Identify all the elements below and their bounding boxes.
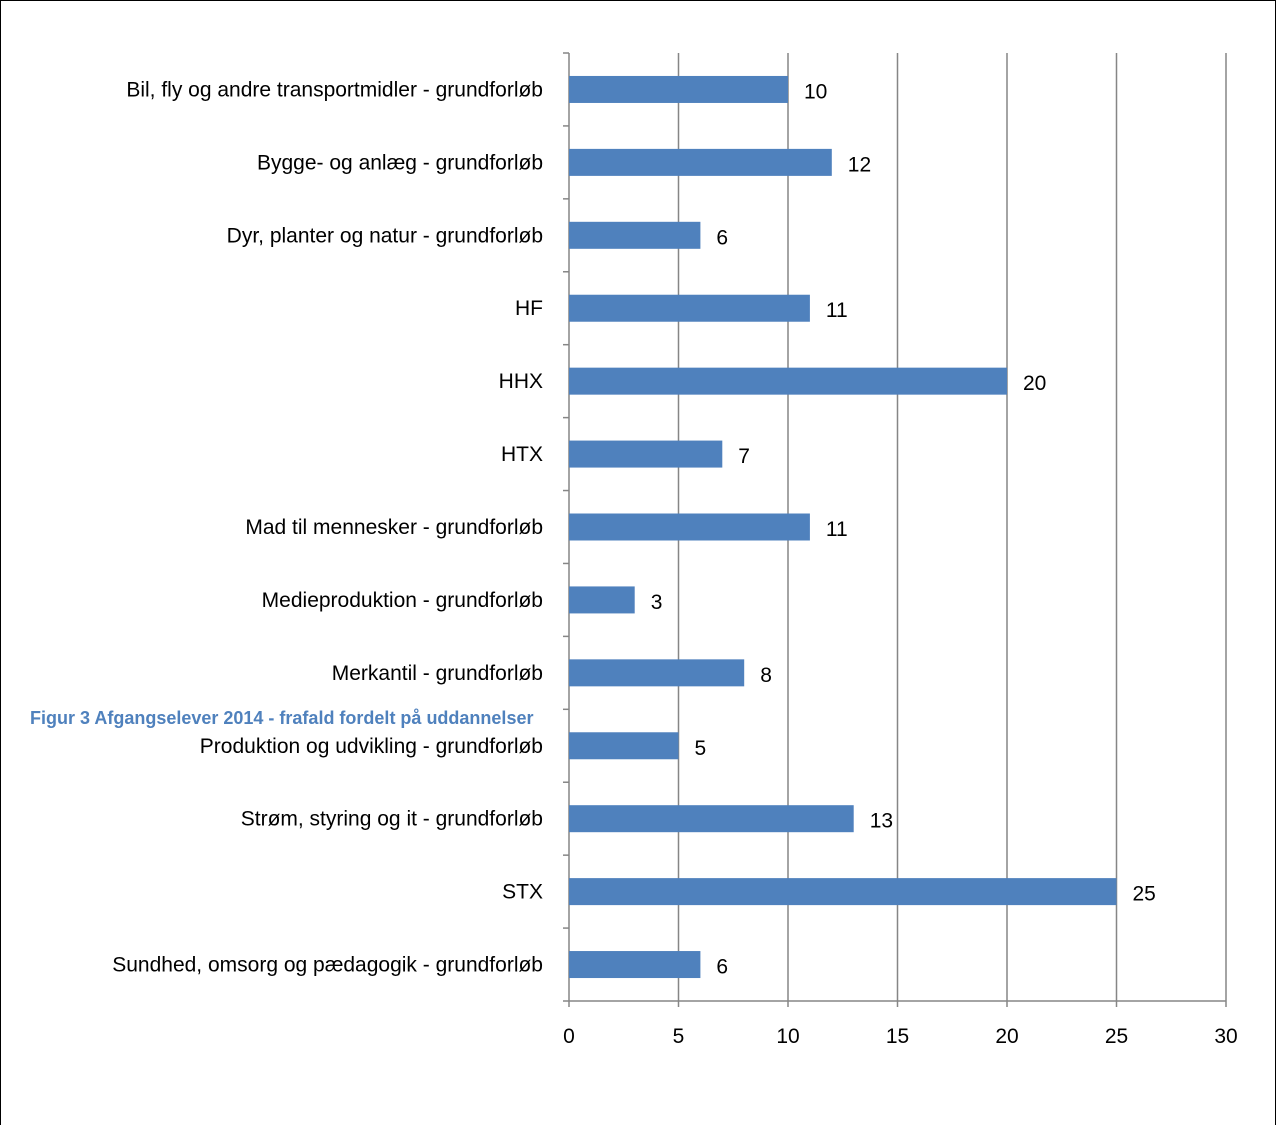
category-label: Bygge- og anlæg - grundforløb	[257, 151, 543, 174]
category-label: HTX	[501, 443, 543, 466]
category-label: Mad til mennesker - grundforløb	[245, 516, 543, 539]
data-label: 6	[716, 956, 728, 979]
x-tick-label: 25	[1105, 1025, 1128, 1048]
bar	[569, 148, 832, 176]
data-label: 13	[870, 810, 893, 833]
category-label: Medieproduktion - grundforløb	[262, 589, 543, 612]
bar	[569, 221, 701, 249]
data-label: 7	[738, 445, 750, 468]
category-label: HHX	[499, 370, 543, 393]
bar	[569, 805, 854, 833]
bar	[569, 878, 1117, 906]
data-label: 10	[804, 80, 827, 103]
figure-caption: Figur 3 Afgangselever 2014 - frafald for…	[30, 708, 534, 728]
data-label: 11	[826, 518, 848, 541]
x-tick-label: 20	[995, 1025, 1018, 1048]
category-label: Merkantil - grundforløb	[332, 662, 543, 685]
x-tick-label: 5	[673, 1025, 685, 1048]
data-label: 6	[716, 226, 728, 249]
bar	[569, 513, 810, 541]
bar	[569, 440, 723, 468]
x-tick-label: 30	[1214, 1025, 1237, 1048]
bars	[569, 75, 1117, 979]
category-label: Produktion og udvikling - grundforløb	[200, 735, 543, 758]
category-label: Bil, fly og andre transportmidler - grun…	[126, 78, 543, 101]
bar	[569, 951, 701, 979]
labels: 0 5 10 15 20 25 30 Bil, fly og andre transportm…	[112, 78, 1237, 1048]
data-label: 5	[695, 737, 707, 760]
category-label: Dyr, planter og natur - grundforløb	[227, 224, 543, 247]
data-label: 20	[1023, 372, 1046, 395]
bar	[569, 367, 1007, 395]
data-label: 3	[651, 591, 663, 614]
bar	[569, 732, 679, 760]
bar	[569, 659, 745, 687]
x-tick-label: 10	[776, 1025, 799, 1048]
x-tick-label: 15	[886, 1025, 909, 1048]
x-tick-label: 0	[563, 1025, 575, 1048]
data-label: 25	[1133, 883, 1156, 906]
category-label: HF	[515, 297, 543, 320]
data-label: 12	[848, 153, 871, 176]
bar	[569, 586, 635, 614]
category-label: Strøm, styring og it - grundforløb	[241, 808, 543, 831]
data-label: 11	[826, 299, 848, 322]
category-label: STX	[502, 881, 543, 904]
bar	[569, 75, 788, 103]
bar	[569, 294, 810, 322]
category-label: Sundhed, omsorg og pædagogik - grundforl…	[112, 954, 543, 977]
data-label: 8	[760, 664, 772, 687]
